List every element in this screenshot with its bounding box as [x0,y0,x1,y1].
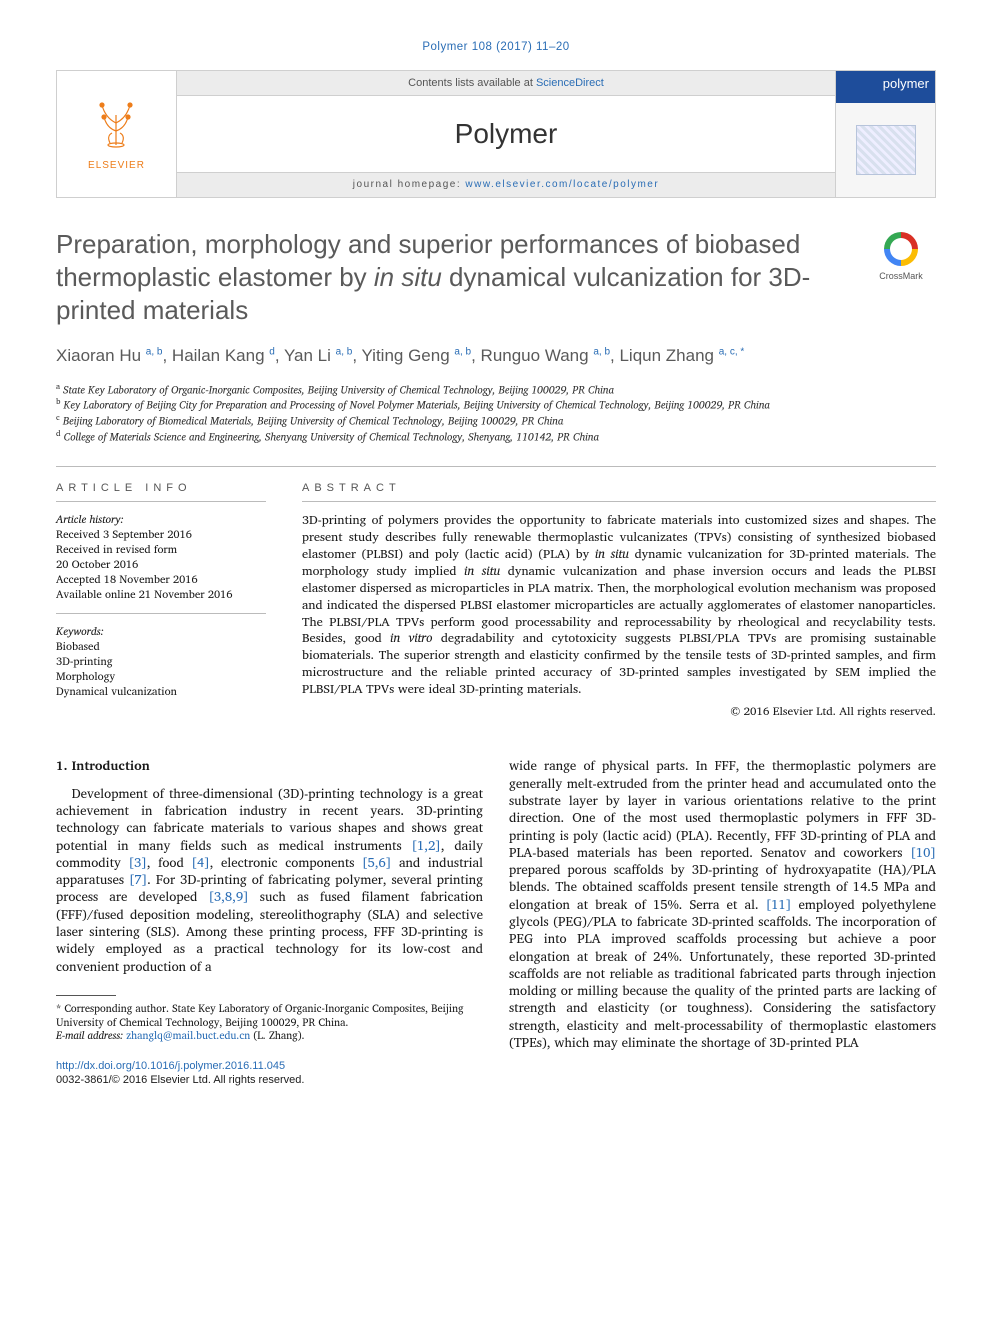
journal-name: Polymer [177,96,835,172]
banner-center: Contents lists available at ScienceDirec… [177,71,835,197]
journal-cover-cell: polymer [835,71,935,197]
abstract-body: 3D-printing of polymers provides the opp… [302,512,936,698]
history-line-4: Available online 21 November 2016 [56,587,266,602]
abstract-copyright: © 2016 Elsevier Ltd. All rights reserved… [302,704,936,720]
body-column-right: wide range of physical parts. In FFF, th… [509,757,936,1088]
corresponding-footnote: * Corresponding author. State Key Labora… [56,1002,483,1043]
affiliation-d: d College of Materials Science and Engin… [56,428,936,444]
cover-thumb-icon [856,125,916,175]
journal-banner: ELSEVIER Contents lists available at Sci… [56,70,936,198]
intro-heading: 1. Introduction [56,757,483,774]
footnote-rule [56,995,116,996]
sciencedirect-link[interactable]: ScienceDirect [536,77,604,89]
homepage-prefix: journal homepage: [353,179,466,190]
affiliation-b: b Key Laboratory of Beijing City for Pre… [56,396,936,412]
intro-para-1: Development of three-dimensional (3D)-pr… [56,785,483,975]
journal-homepage-link[interactable]: www.elsevier.com/locate/polymer [465,179,659,190]
doi-block: http://dx.doi.org/10.1016/j.polymer.2016… [56,1059,483,1088]
article-info-heading: ARTICLE INFO [56,481,266,503]
elsevier-tree-icon [88,95,144,151]
crossmark-badge[interactable]: CrossMark [866,228,936,328]
title-part-italic: in situ [374,262,442,292]
doi-link[interactable]: http://dx.doi.org/10.1016/j.polymer.2016… [56,1060,285,1072]
article-info-column: ARTICLE INFO Article history: Received 3… [56,481,266,720]
keyword-3: Dynamical vulcanization [56,684,266,699]
contents-prefix: Contents lists available at [408,77,536,89]
publisher-name: ELSEVIER [88,159,145,173]
affiliation-d-text: College of Materials Science and Enginee… [64,427,599,445]
article-title: Preparation, morphology and superior per… [56,228,848,328]
corresponding-email-link[interactable]: zhanglq@mail.buct.edu.cn [126,1026,250,1044]
email-label: E-mail address: [56,1026,126,1044]
issn-copyright: 0032-3861/© 2016 Elsevier Ltd. All right… [56,1074,304,1086]
contents-list-line: Contents lists available at ScienceDirec… [177,71,835,97]
body-column-left: 1. Introduction Development of three-dim… [56,757,483,1088]
email-tail: (L. Zhang). [250,1026,304,1044]
affiliations: a State Key Laboratory of Organic-Inorga… [56,381,936,444]
citation-line: Polymer 108 (2017) 11–20 [56,40,936,56]
crossmark-label: CrossMark [879,271,923,281]
publisher-logo-cell: ELSEVIER [57,71,177,197]
abstract-heading: ABSTRACT [302,481,936,503]
cover-title: polymer [836,71,935,103]
crossmark-icon [884,232,918,266]
affiliation-a: a State Key Laboratory of Organic-Inorga… [56,381,936,397]
author-list: Xiaoran Hu a, b, Hailan Kang d, Yan Li a… [56,343,936,369]
intro-para-2: wide range of physical parts. In FFF, th… [509,757,936,1051]
journal-homepage-line: journal homepage: www.elsevier.com/locat… [177,172,835,197]
affiliation-c: c Beijing Laboratory of Biomedical Mater… [56,412,936,428]
abstract-column: ABSTRACT 3D-printing of polymers provide… [302,481,936,720]
